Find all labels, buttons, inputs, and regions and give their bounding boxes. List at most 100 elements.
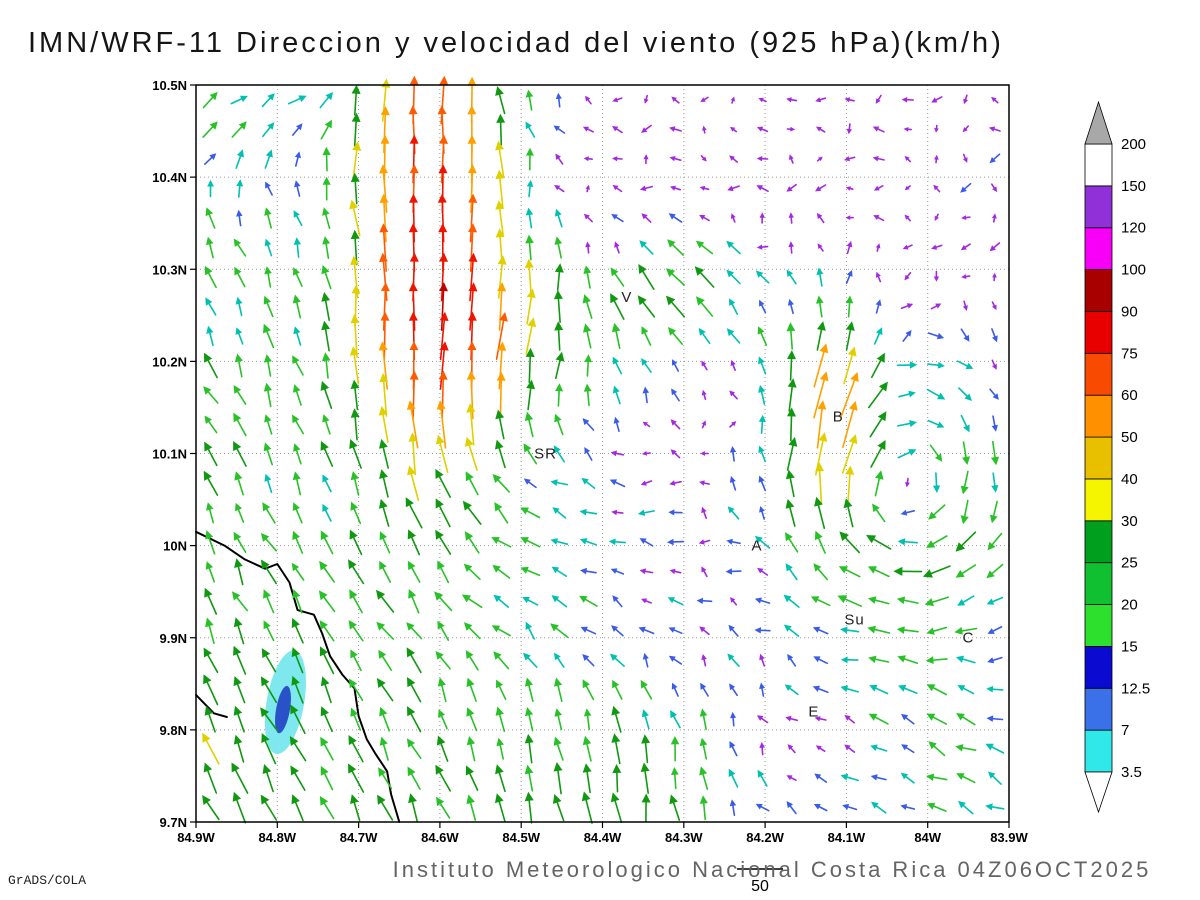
- wind-arrow: [960, 243, 971, 251]
- wind-arrow: [987, 532, 1003, 551]
- wind-arrow: [957, 595, 975, 606]
- wind-arrow: [904, 271, 912, 281]
- x-tick-label: 84.7W: [340, 830, 378, 845]
- wind-arrow: [612, 185, 623, 193]
- wind-arrow: [987, 656, 1003, 664]
- wind-arrow: [641, 358, 652, 373]
- wind-arrow: [525, 317, 537, 355]
- wind-arrow: [262, 122, 275, 138]
- wind-arrow: [610, 293, 625, 320]
- wind-arrow: [787, 298, 794, 315]
- wind-arrow: [640, 679, 653, 700]
- wind-arrow: [816, 321, 826, 351]
- wind-arrow: [318, 590, 336, 613]
- wind-arrow: [730, 360, 736, 372]
- station-label: A: [751, 538, 762, 555]
- wind-arrow: [643, 154, 649, 165]
- wind-arrow: [754, 535, 771, 549]
- wind-arrow: [464, 531, 480, 554]
- colorbar-level-label: 40: [1121, 471, 1138, 488]
- station-labels-layer: V B SR A Su C E: [534, 289, 973, 721]
- wind-arrow: [260, 533, 278, 552]
- wind-arrow: [960, 470, 969, 495]
- wind-arrow: [729, 446, 737, 462]
- x-tick-label: 84.5W: [502, 830, 540, 845]
- wind-arrow: [465, 650, 479, 671]
- wind-arrow: [320, 380, 333, 410]
- wind-arrow: [960, 499, 969, 525]
- wind-arrow: [612, 595, 623, 608]
- wind-arrow: [291, 647, 304, 674]
- wind-arrow: [962, 300, 968, 311]
- wind-arrow: [349, 439, 362, 469]
- wind-arrow: [291, 617, 304, 644]
- wind-arrow: [581, 791, 593, 824]
- wind-arrow: [960, 328, 970, 342]
- wind-arrow: [349, 529, 363, 556]
- wind-arrow: [960, 414, 970, 433]
- wind-arrow: [840, 656, 859, 664]
- wind-arrow: [262, 764, 274, 793]
- wind-arrow: [379, 531, 391, 554]
- wind-arrow: [579, 595, 598, 607]
- wind-arrow: [463, 563, 481, 581]
- wind-arrow: [292, 355, 304, 376]
- wind-arrow: [468, 282, 478, 331]
- wind-arrow: [839, 531, 861, 554]
- wind-arrow: [263, 382, 272, 408]
- wind-arrow: [872, 156, 885, 162]
- colorbar-level-label: 60: [1121, 387, 1138, 404]
- wind-arrow: [291, 123, 303, 136]
- wind-arrow: [263, 620, 275, 642]
- wind-arrow: [759, 682, 765, 697]
- wind-arrow: [609, 479, 626, 488]
- wind-arrow: [230, 95, 248, 105]
- wind-arrow: [758, 414, 766, 435]
- wind-arrow: [931, 96, 943, 103]
- wind-arrow: [234, 353, 243, 378]
- wind-arrow: [495, 764, 506, 793]
- wind-arrow: [700, 682, 709, 697]
- wind-arrow: [350, 707, 362, 731]
- wind-arrow: [843, 346, 857, 385]
- wind-arrow: [320, 440, 334, 467]
- wind-arrow: [963, 94, 968, 105]
- wind-arrow: [613, 416, 620, 433]
- wind-arrow: [671, 388, 680, 402]
- wind-arrow: [611, 705, 622, 733]
- wind-arrow: [785, 715, 799, 722]
- wind-arrow: [378, 406, 389, 443]
- wind-arrow: [294, 180, 301, 197]
- wind-arrow: [728, 624, 739, 637]
- wind-arrow: [554, 185, 565, 193]
- wind-arrow: [466, 403, 476, 446]
- wind-arrow: [610, 450, 625, 457]
- wind-arrow: [991, 301, 997, 311]
- wind-arrow: [989, 388, 999, 400]
- wind-arrow: [897, 655, 919, 665]
- wind-arrow: [874, 470, 884, 497]
- wind-arrow: [985, 743, 1005, 754]
- wind-arrow: [756, 185, 769, 192]
- wind-arrow: [206, 325, 214, 347]
- wind-arrow: [900, 303, 914, 310]
- wind-arrow: [961, 274, 971, 279]
- wind-arrow: [579, 508, 598, 516]
- wind-arrow: [699, 766, 709, 790]
- wind-arrow: [725, 568, 742, 575]
- wind-arrow: [612, 156, 623, 162]
- wind-arrow: [319, 646, 335, 675]
- wind-arrow: [991, 359, 997, 370]
- wind-arrow: [870, 352, 885, 379]
- wind-arrow: [321, 352, 331, 379]
- wind-arrow: [379, 498, 390, 527]
- wind-arrow: [901, 97, 915, 103]
- wind-arrow: [614, 241, 620, 254]
- wind-arrow: [585, 184, 590, 193]
- wind-arrow: [844, 97, 855, 103]
- wind-arrow: [293, 237, 301, 258]
- wind-arrow: [203, 647, 219, 674]
- wind-arrow: [320, 530, 334, 555]
- wind-arrow: [756, 156, 769, 162]
- wind-arrow: [787, 744, 796, 754]
